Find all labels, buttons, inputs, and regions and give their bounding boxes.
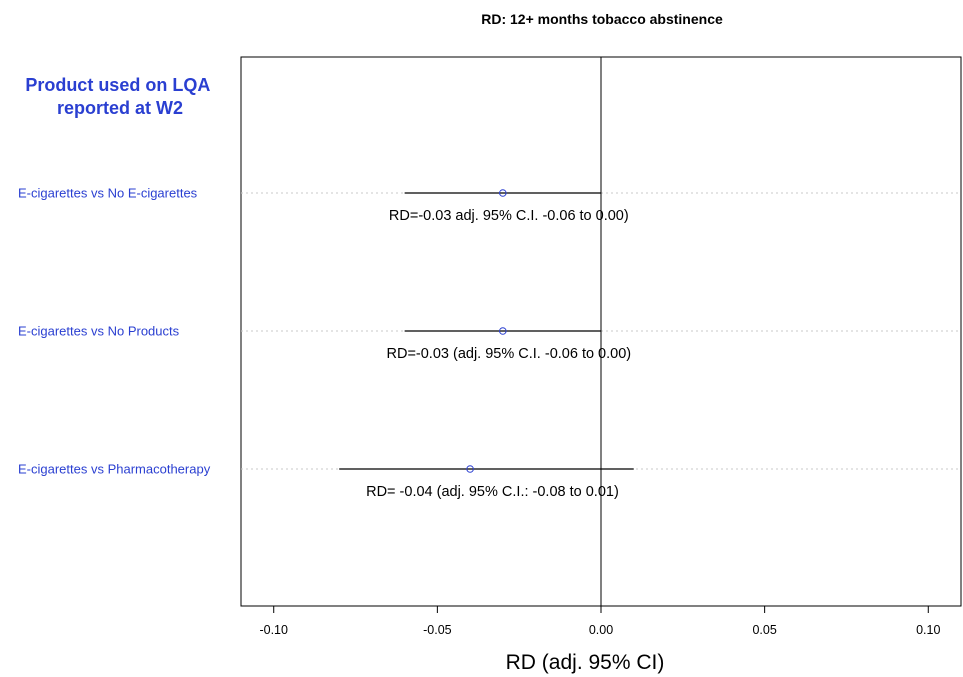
group-header-line-2: reported at W2 (57, 98, 183, 118)
group-header-line-1: Product used on LQA (25, 75, 210, 95)
x-tick-label: 0.10 (916, 623, 940, 637)
estimate-annotation: RD=-0.03 adj. 95% C.I. -0.06 to 0.00) (389, 208, 629, 224)
x-axis: -0.10 -0.05 0.00 0.05 0.10 (259, 606, 940, 637)
x-tick-label: 0.00 (589, 623, 613, 637)
point-estimate (499, 327, 507, 335)
row-labels: E-cigarettes vs No E-cigarettes E-cigaret… (18, 186, 211, 477)
row-label: E-cigarettes vs No Products (18, 324, 180, 339)
row-label: E-cigarettes vs No E-cigarettes (18, 186, 198, 201)
estimate-annotation: RD= -0.04 (adj. 95% C.I.: -0.08 to 0.01) (366, 484, 619, 500)
point-estimate (499, 189, 507, 197)
x-tick-label: -0.05 (423, 623, 452, 637)
group-header: Product used on LQA reported at W2 (25, 75, 214, 118)
x-axis-title: RD (adj. 95% CI) (506, 651, 665, 674)
row-label: E-cigarettes vs Pharmacotherapy (18, 462, 211, 477)
point-estimate (466, 465, 474, 473)
estimate-rows (339, 189, 634, 473)
x-tick-label: -0.10 (259, 623, 288, 637)
chart-title: RD: 12+ months tobacco abstinence (481, 11, 723, 27)
estimate-annotations: RD=-0.03 adj. 95% C.I. -0.06 to 0.00) RD=… (366, 208, 631, 500)
x-tick-label: 0.05 (752, 623, 776, 637)
estimate-annotation: RD=-0.03 (adj. 95% C.I. -0.06 to 0.00) (387, 346, 632, 362)
